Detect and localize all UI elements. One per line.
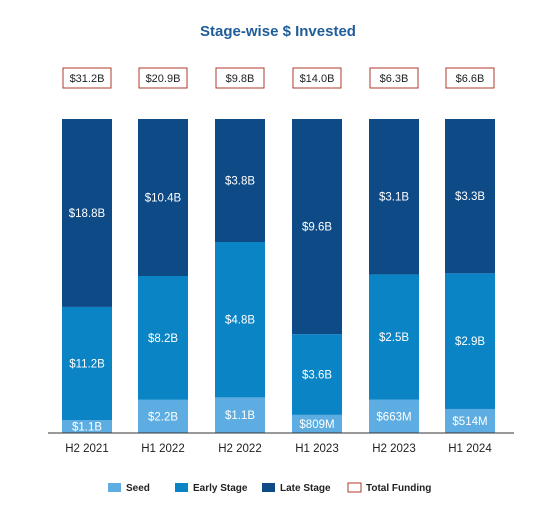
bar-segment-early-stage-2: [138, 276, 188, 400]
legend-swatch-total-funding: [347, 482, 362, 493]
total-funding-label-4: $14.0B: [300, 73, 335, 85]
x-tick-label-5: H2 2023: [372, 443, 415, 455]
legend-swatch-seed: [108, 483, 121, 492]
data-label-seed-3: $1.1B: [225, 410, 255, 422]
data-label-early-stage-4: $3.6B: [302, 370, 332, 382]
bar-segment-early-stage-4: [292, 334, 342, 415]
legend-swatch-late-stage: [262, 483, 275, 492]
bar-segment-seed-2: [138, 399, 188, 433]
total-funding-label-5: $6.3B: [380, 73, 409, 85]
data-label-early-stage-3: $4.8B: [225, 315, 255, 327]
x-tick-label-2: H1 2022: [141, 443, 184, 455]
data-label-seed-2: $2.2B: [148, 411, 178, 423]
bar-segment-early-stage-6: [445, 273, 495, 409]
data-label-late-stage-2: $10.4B: [145, 193, 182, 205]
data-label-seed-1: $1.1B: [72, 422, 102, 434]
bar-segment-late-stage-2: [138, 119, 188, 276]
data-label-late-stage-3: $3.8B: [225, 176, 255, 188]
total-funding-label-3: $9.8B: [226, 73, 255, 85]
data-label-early-stage-2: $8.2B: [148, 333, 178, 345]
bar-segment-late-stage-1: [62, 119, 112, 307]
legend-label-late-stage: Late Stage: [280, 483, 331, 494]
x-axis-ticks: H2 2021 H1 2022 H2 2022 H1 2023 H2 2023 H1 20…: [65, 443, 492, 455]
total-funding-box-2: [138, 67, 188, 89]
data-label-early-stage-1: $11.2B: [69, 358, 105, 370]
legend-label-early-stage: Early Stage: [193, 483, 248, 494]
total-funding-label-2: $20.9B: [146, 73, 181, 85]
legend-label-seed: Seed: [126, 483, 150, 494]
total-funding-label-6: $6.6B: [456, 73, 485, 85]
bar-segment-seed-5: [369, 399, 419, 433]
bar-segment-seed-3: [215, 397, 265, 433]
bar-segment-early-stage-1: [62, 306, 112, 420]
chart-title: Stage-wise $ Invested: [200, 23, 356, 40]
total-funding-box-3: [215, 67, 265, 89]
x-tick-label-1: H2 2021: [65, 443, 108, 455]
data-label-late-stage-4: $9.6B: [302, 222, 332, 234]
data-label-early-stage-5: $2.5B: [379, 332, 409, 344]
bar-segment-late-stage-5: [369, 119, 419, 275]
bar-segment-seed-6: [445, 408, 495, 433]
legend-swatch-early-stage: [175, 483, 188, 492]
data-label-late-stage-1: $18.8B: [69, 208, 106, 220]
bar-segment-late-stage-4: [292, 119, 342, 335]
total-funding-label-1: $31.2B: [70, 73, 105, 85]
totals-group: $31.2B $20.9B $9.8B $14.0B $6.3B $6.6B: [62, 67, 495, 89]
x-tick-label-4: H1 2023: [295, 443, 338, 455]
x-tick-label-3: H2 2022: [218, 443, 261, 455]
x-tick-label-6: H1 2024: [448, 443, 492, 455]
data-label-seed-5: $663M: [376, 411, 411, 423]
data-label-early-stage-6: $2.9B: [455, 336, 485, 348]
data-label-late-stage-6: $3.3B: [455, 191, 485, 203]
legend-label-total-funding: Total Funding: [366, 483, 431, 494]
data-label-seed-6: $514M: [452, 416, 487, 428]
bar-segment-early-stage-3: [215, 242, 265, 398]
bar-segment-seed-4: [292, 414, 342, 433]
total-funding-box-4: [292, 67, 342, 89]
bar-segment-late-stage-3: [215, 119, 265, 243]
data-label-late-stage-5: $3.1B: [379, 192, 409, 204]
data-label-seed-4: $809M: [299, 419, 334, 431]
bar-segment-late-stage-6: [445, 119, 495, 274]
bar-segment-early-stage-5: [369, 274, 419, 400]
total-funding-box-1: [62, 67, 112, 89]
legend: Seed Early Stage Late Stage Total Funding: [108, 482, 431, 494]
total-funding-box-6: [445, 67, 495, 89]
bars-group: $1.1B $11.2B $18.8B $2.2B $8.2B $10.4B $1.1B $4…: [62, 119, 495, 434]
total-funding-box-5: [369, 67, 419, 89]
bar-segment-seed-1: [62, 420, 112, 433]
